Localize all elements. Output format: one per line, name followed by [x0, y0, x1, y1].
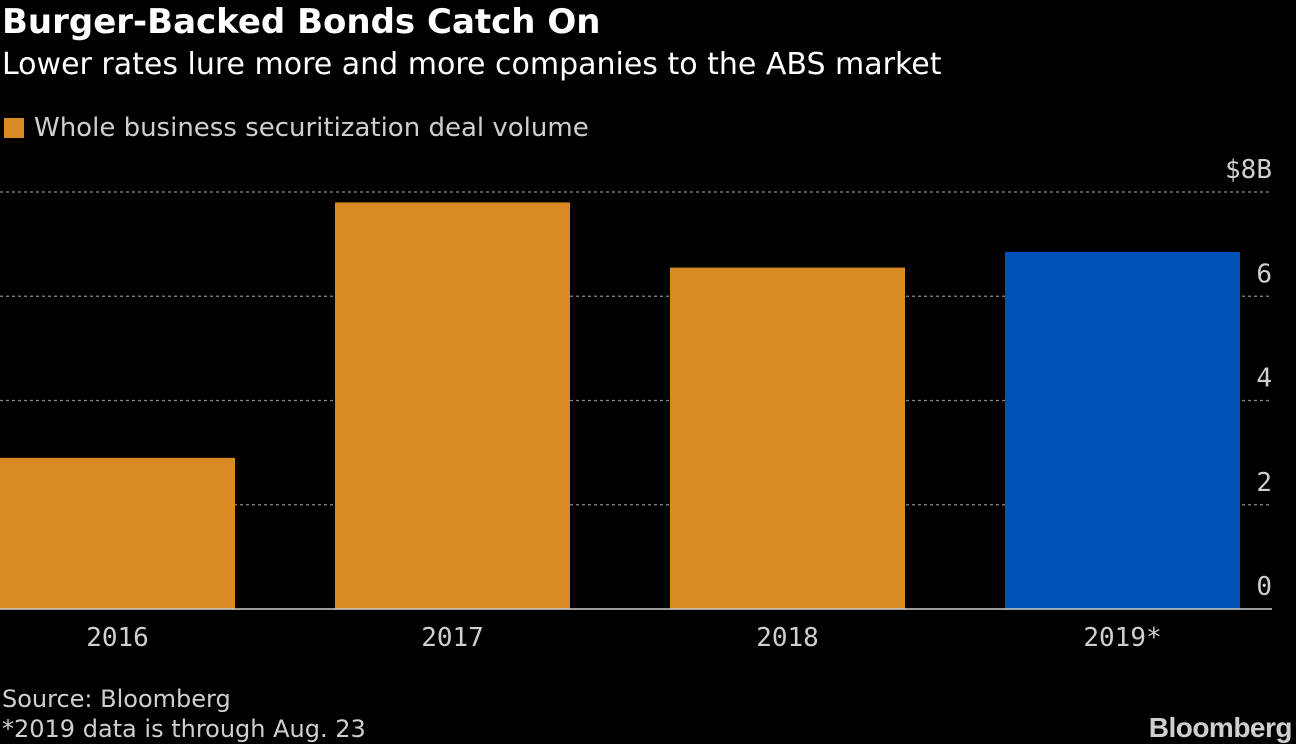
- chart-subtitle: Lower rates lure more and more companies…: [2, 47, 942, 82]
- footnote-text: *2019 data is through Aug. 23: [2, 715, 366, 743]
- y-tick-label: 2: [1256, 468, 1272, 498]
- legend: Whole business securitization deal volum…: [4, 112, 589, 144]
- chart-title: Burger-Backed Bonds Catch On: [2, 2, 601, 42]
- y-tick-label: 6: [1256, 259, 1272, 289]
- legend-label: Whole business securitization deal volum…: [34, 113, 589, 143]
- x-tick-label: 2017: [421, 623, 484, 653]
- source-text: Source: Bloomberg: [2, 685, 231, 713]
- y-tick-label: 4: [1256, 364, 1272, 394]
- bar-2017: [335, 202, 570, 610]
- x-tick-label: 2019*: [1083, 623, 1161, 653]
- x-tick-label: 2018: [756, 623, 819, 653]
- y-tick-label: 0: [1256, 572, 1272, 602]
- legend-swatch: [4, 118, 24, 138]
- bloomberg-logo: Bloomberg: [1148, 712, 1293, 743]
- y-tick-label: $8B: [1225, 155, 1272, 185]
- bar-2019: [1005, 251, 1240, 609]
- bar-2016: [0, 457, 235, 609]
- bar-2018: [670, 267, 905, 609]
- x-tick-label: 2016: [86, 623, 149, 653]
